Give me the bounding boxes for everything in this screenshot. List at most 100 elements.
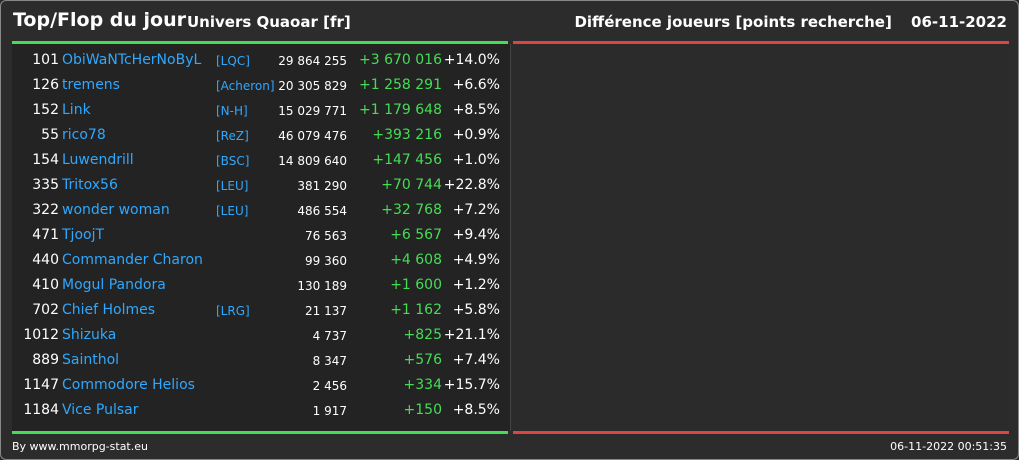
points-difference: +4 608: [390, 252, 442, 268]
player-link[interactable]: TjoojT: [62, 227, 105, 243]
table-row: 440 Commander Charon 99 360 +4 608 +4.9%: [12, 248, 510, 273]
player-link[interactable]: Shizuka: [62, 327, 117, 343]
table-row: 702 Chief Holmes [LRG] 21 137 +1 162 +5.8%: [12, 298, 510, 323]
percent-change: +14.0%: [443, 52, 500, 68]
points-difference: +6 567: [390, 227, 442, 243]
player-points: 381 290: [297, 179, 347, 193]
player-link[interactable]: Mogul Pandora: [62, 277, 166, 293]
table-row: 1147 Commodore Helios 2 456 +334 +15.7%: [12, 373, 510, 398]
percent-change: +9.4%: [452, 227, 500, 243]
player-rank: 154: [32, 152, 59, 168]
flop-panel: [513, 44, 1009, 431]
player-link[interactable]: Sainthol: [62, 352, 120, 368]
player-rank: 335: [32, 177, 59, 193]
player-points: 29 864 255: [278, 54, 347, 68]
percent-change: +8.5%: [452, 102, 500, 118]
table-row: 154 Luwendrill [BSC] 14 809 640 +147 456 +1.0…: [12, 148, 510, 173]
panel-divider: [510, 44, 511, 431]
table-row: 471 TjoojT 76 563 +6 567 +9.4%: [12, 223, 510, 248]
alliance-tag[interactable]: [LRG]: [216, 304, 250, 318]
widget-title: Top/Flop du jour: [13, 9, 186, 31]
player-points: 486 554: [297, 204, 347, 218]
table-row: 152 Link [N-H] 15 029 771 +1 179 648 +8.5%: [12, 98, 510, 123]
points-difference: +393 216: [372, 127, 442, 143]
player-link[interactable]: Chief Holmes: [62, 302, 156, 318]
percent-change: +15.7%: [443, 377, 500, 393]
top-accent-bar: [12, 41, 508, 44]
footer-timestamp: 06-11-2022 00:51:35: [890, 440, 1007, 453]
table-row: 1012 Shizuka 4 737 +825 +21.1%: [12, 323, 510, 348]
points-difference: +825: [403, 327, 442, 343]
points-difference: +1 162: [390, 302, 442, 318]
alliance-tag[interactable]: [N-H]: [216, 104, 248, 118]
player-link[interactable]: Commodore Helios: [62, 377, 195, 393]
player-rank: 1184: [23, 402, 59, 418]
top-panel: 101 ObiWaNTcHerNoByL [LQC] 29 864 255 +3 670…: [12, 44, 510, 431]
player-points: 15 029 771: [278, 104, 347, 118]
flop-accent-bar: [513, 41, 1009, 44]
player-rank: 322: [32, 202, 59, 218]
table-row: 889 Sainthol 8 347 +576 +7.4%: [12, 348, 510, 373]
header-right: Différence joueurs [points recherche] 06…: [560, 13, 1007, 31]
player-rank: 126: [32, 77, 59, 93]
player-points: 4 737: [312, 329, 347, 343]
table-row: 126 tremens [Acheron] 20 305 829 +1 258 291 +…: [12, 73, 510, 98]
player-link[interactable]: Luwendrill: [62, 152, 134, 168]
alliance-tag[interactable]: [Acheron]: [216, 79, 275, 93]
player-link[interactable]: rico78: [62, 127, 106, 143]
player-points: 99 360: [305, 254, 347, 268]
percent-change: +1.2%: [452, 277, 500, 293]
percent-change: +7.4%: [452, 352, 500, 368]
points-difference: +3 670 016: [359, 52, 442, 68]
player-link[interactable]: Tritox56: [62, 177, 118, 193]
player-points: 8 347: [312, 354, 347, 368]
points-difference: +1 179 648: [359, 102, 442, 118]
percent-change: +8.5%: [452, 402, 500, 418]
percent-change: +5.8%: [452, 302, 500, 318]
table-row: 410 Mogul Pandora 130 189 +1 600 +1.2%: [12, 273, 510, 298]
player-points: 21 137: [305, 304, 347, 318]
points-difference: +147 456: [372, 152, 442, 168]
player-points: 1 917: [312, 404, 347, 418]
points-difference: +1 258 291: [359, 77, 442, 93]
table-row: 1184 Vice Pulsar 1 917 +150 +8.5%: [12, 398, 510, 423]
percent-change: +6.6%: [452, 77, 500, 93]
table-row: 101 ObiWaNTcHerNoByL [LQC] 29 864 255 +3 670…: [12, 48, 510, 73]
player-rank: 1012: [23, 327, 59, 343]
universe-label: Univers Quaoar [fr]: [187, 13, 351, 31]
player-link[interactable]: ObiWaNTcHerNoByL: [62, 52, 202, 68]
player-link[interactable]: Link: [62, 102, 91, 118]
alliance-tag[interactable]: [BSC]: [216, 154, 250, 168]
points-difference: +150: [403, 402, 442, 418]
player-points: 76 563: [305, 229, 347, 243]
table-row: 322 wonder woman [LEU] 486 554 +32 768 +7.2%: [12, 198, 510, 223]
date-label: 06-11-2022: [911, 13, 1007, 31]
points-difference: +32 768: [381, 202, 442, 218]
player-link[interactable]: Vice Pulsar: [62, 402, 139, 418]
alliance-tag[interactable]: [ReZ]: [216, 129, 249, 143]
alliance-tag[interactable]: [LEU]: [216, 204, 249, 218]
player-points: 20 305 829: [278, 79, 347, 93]
player-link[interactable]: wonder woman: [62, 202, 170, 218]
alliance-tag[interactable]: [LQC]: [216, 54, 250, 68]
player-points: 46 079 476: [278, 129, 347, 143]
percent-change: +4.9%: [452, 252, 500, 268]
player-points: 130 189: [297, 279, 347, 293]
player-rank: 702: [32, 302, 59, 318]
player-rank: 55: [41, 127, 59, 143]
player-rank: 471: [32, 227, 59, 243]
percent-change: +7.2%: [452, 202, 500, 218]
player-points: 2 456: [312, 379, 347, 393]
table-row: 55 rico78 [ReZ] 46 079 476 +393 216 +0.9%: [12, 123, 510, 148]
player-rank: 410: [32, 277, 59, 293]
points-difference: +70 744: [381, 177, 442, 193]
percent-change: +0.9%: [452, 127, 500, 143]
player-rank: 889: [32, 352, 59, 368]
player-link[interactable]: tremens: [62, 77, 120, 93]
metric-label: Différence joueurs [points recherche]: [574, 13, 892, 31]
player-rank: 101: [32, 52, 59, 68]
alliance-tag[interactable]: [LEU]: [216, 179, 249, 193]
player-points: 14 809 640: [278, 154, 347, 168]
player-link[interactable]: Commander Charon: [62, 252, 203, 268]
footer-source: By www.mmorpg-stat.eu: [12, 440, 148, 453]
